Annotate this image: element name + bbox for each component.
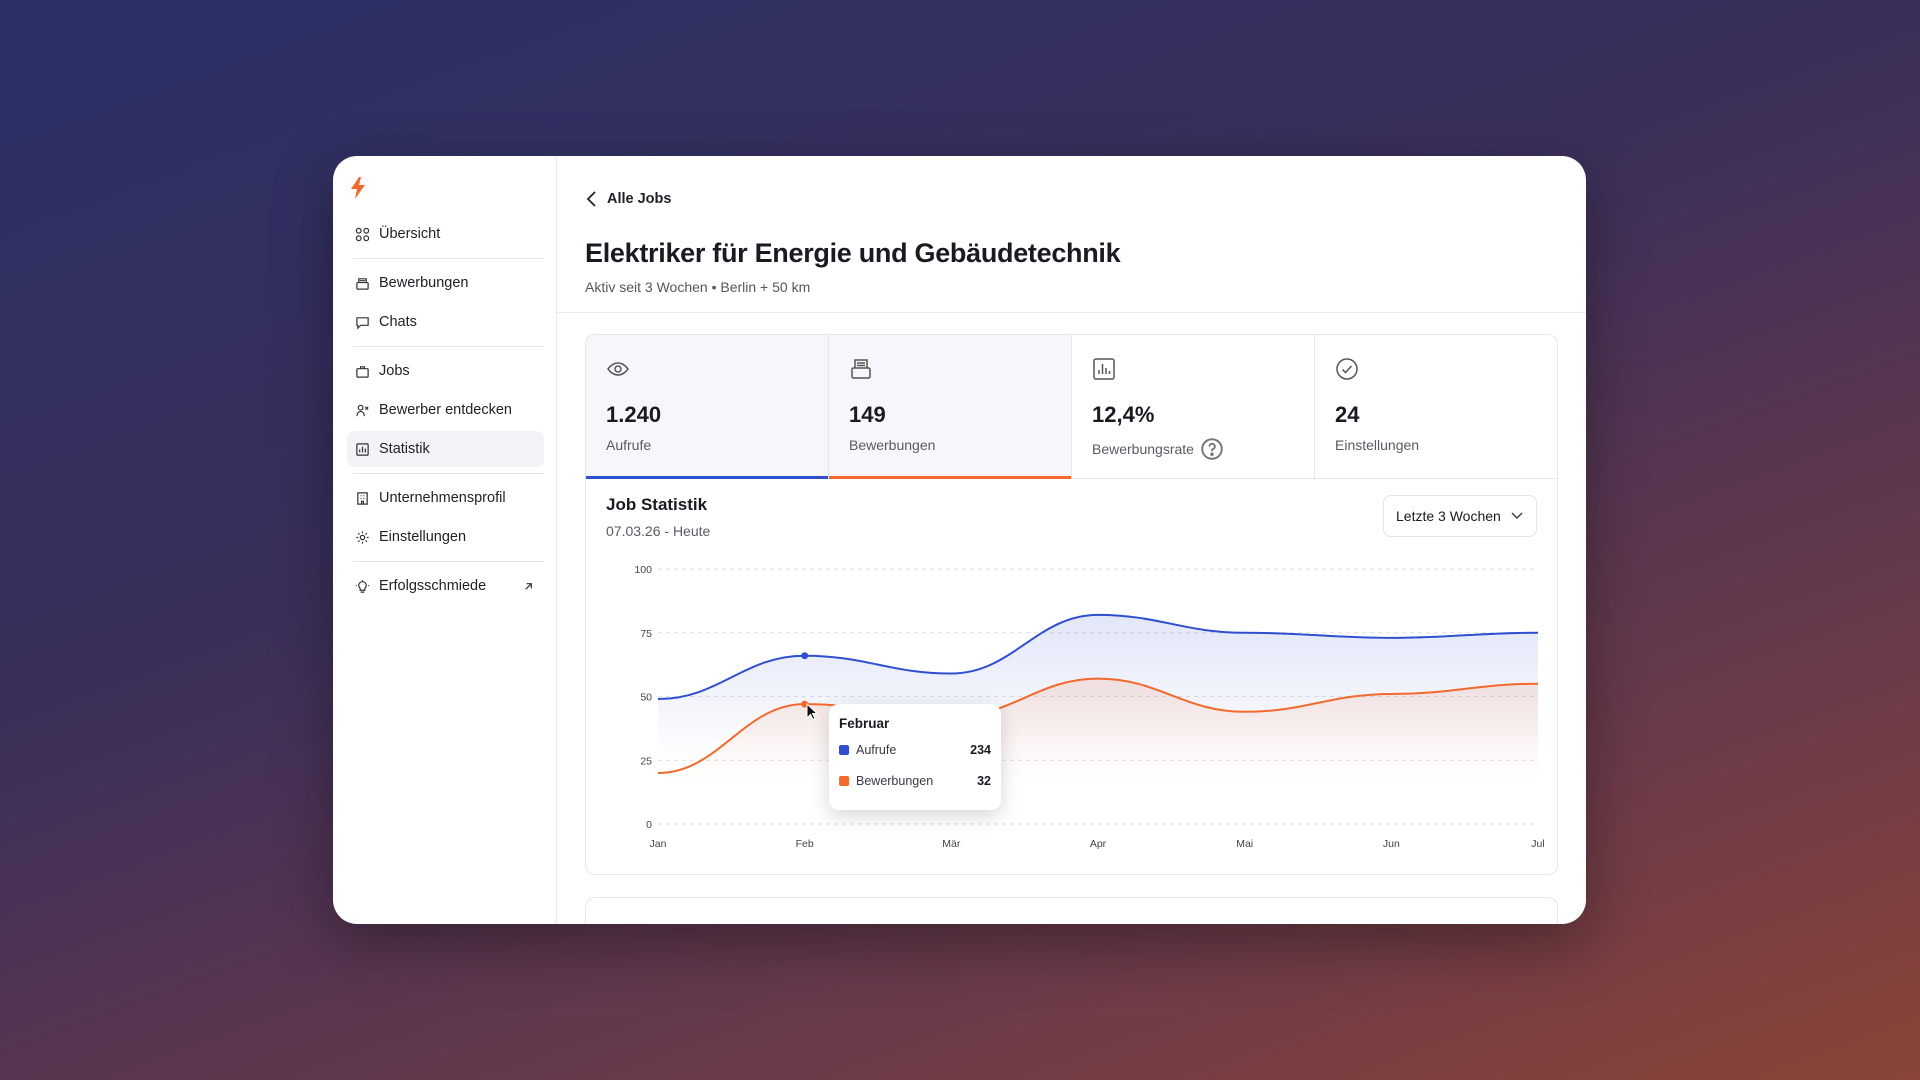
chart-header: Job Statistik 07.03.26 - Heute Letzte 3 …: [586, 479, 1557, 539]
briefcase-icon: [356, 365, 369, 378]
sidebar-item-jobs[interactable]: Jobs: [347, 353, 544, 389]
secondary-card: [585, 897, 1558, 924]
sidebar-item-chats[interactable]: Chats: [347, 304, 544, 340]
gear-icon: [356, 530, 369, 544]
sidebar-item-label: Erfolgsschmiede: [379, 578, 487, 594]
kpi-label: Aufrufe: [606, 437, 652, 453]
chat-icon: [356, 316, 369, 330]
kpi-label: Einstellungen: [1335, 437, 1420, 453]
y-tick-label: 100: [634, 564, 652, 576]
period-select-value: Letzte 3 Wochen: [1396, 508, 1501, 524]
hover-point-0: [801, 652, 809, 660]
y-tick-label: 50: [640, 692, 652, 704]
inbox-icon: [851, 359, 871, 379]
inbox-icon: [356, 277, 369, 290]
sidebar: Übersicht Bewerbungen Chats Jobs Bewerbe…: [333, 156, 557, 924]
kpi-value: 149: [849, 402, 886, 427]
tooltip-value: 234: [970, 743, 991, 757]
building-icon: [357, 491, 368, 505]
divider: [353, 561, 544, 562]
sidebar-item-bewerbungen[interactable]: Bewerbungen: [347, 265, 544, 301]
stats-card: 1.240 Aufrufe 149 Bewerbungen 12,4% Bewe…: [585, 334, 1558, 875]
divider: [353, 346, 544, 347]
y-tick-label: 0: [646, 819, 652, 831]
tooltip-label: Aufrufe: [856, 743, 897, 757]
line-chart[interactable]: 0 25 50 75 100 Jan Feb Mär Apr Mai Jun Jul: [586, 551, 1558, 871]
chevron-left-icon: [586, 191, 596, 207]
x-tick-label: Mär: [942, 838, 961, 850]
back-link[interactable]: Alle Jobs: [585, 190, 1558, 208]
chevron-down-icon: [1511, 512, 1523, 520]
chart-icon: [356, 442, 369, 456]
tooltip-row: Bewerbungen 32: [839, 774, 991, 788]
back-link-label: Alle Jobs: [607, 191, 672, 207]
grid-icon: [355, 227, 370, 241]
sidebar-item-label: Bewerber entdecken: [379, 402, 512, 418]
sidebar-item-einstellungen[interactable]: Einstellungen: [347, 519, 544, 555]
people-search-icon: [356, 404, 369, 416]
eye-icon: [607, 362, 629, 376]
sidebar-item-label: Übersicht: [379, 226, 441, 242]
page-subtitle: Aktiv seit 3 Wochen • Berlin + 50 km: [585, 279, 811, 295]
kpi-label: Bewerbungen: [849, 437, 936, 453]
legend-swatch: [839, 745, 849, 755]
kpi-label: Bewerbungsrate: [1092, 441, 1194, 457]
tooltip-row: Aufrufe 234: [839, 743, 991, 757]
bar-chart-icon: [1093, 358, 1115, 380]
x-tick-label: Mai: [1236, 838, 1253, 850]
lightbulb-icon: [355, 579, 370, 593]
x-tick-label: Apr: [1090, 838, 1107, 850]
kpi-value: 24: [1335, 402, 1360, 427]
sidebar-item-erfolgsschmiede[interactable]: Erfolgsschmiede: [347, 568, 544, 604]
tooltip-value: 32: [977, 774, 991, 788]
period-select[interactable]: Letzte 3 Wochen: [1383, 495, 1537, 537]
external-link-icon: [525, 582, 532, 590]
page-header: Alle Jobs Elektriker für Energie und Geb…: [557, 156, 1586, 313]
chart-title: Job Statistik: [606, 495, 708, 514]
sidebar-item-unternehmensprofil[interactable]: Unternehmensprofil: [347, 480, 544, 516]
main-content: Alle Jobs Elektriker für Energie und Geb…: [557, 156, 1586, 924]
divider: [353, 258, 544, 259]
kpi-value: 12,4%: [1092, 402, 1155, 427]
chart-date-range: 07.03.26 - Heute: [606, 523, 711, 539]
divider: [353, 473, 544, 474]
sidebar-item-label: Bewerbungen: [379, 275, 469, 291]
check-circle-icon: [1336, 358, 1358, 380]
tooltip-title: Februar: [839, 716, 890, 731]
x-tick-label: Jan: [650, 838, 667, 850]
sidebar-item-label: Statistik: [379, 441, 430, 457]
logo-icon[interactable]: [349, 176, 544, 204]
sidebar-item-label: Jobs: [379, 363, 410, 379]
x-tick-label: Feb: [796, 838, 814, 850]
chart-tooltip: Februar Aufrufe 234 Bewerbungen 32: [829, 704, 1001, 810]
legend-swatch: [839, 776, 849, 786]
y-tick-label: 75: [640, 628, 652, 640]
tooltip-label: Bewerbungen: [856, 774, 934, 788]
sidebar-item-statistik[interactable]: Statistik: [347, 431, 544, 467]
kpi-row: 1.240 Aufrufe 149 Bewerbungen 12,4% Bewe…: [586, 335, 1557, 479]
kpi-bewerbungsrate[interactable]: 12,4% Bewerbungsrate: [1072, 335, 1315, 478]
cursor-icon: [806, 703, 818, 721]
x-tick-label: Jul: [1531, 838, 1544, 850]
kpi-bewerbungen[interactable]: 149 Bewerbungen: [829, 335, 1072, 479]
hover-point-1: [801, 700, 809, 708]
sidebar-item-label: Chats: [379, 314, 417, 330]
y-tick-label: 25: [640, 755, 652, 767]
sidebar-item-label: Einstellungen: [379, 529, 467, 545]
kpi-active-indicator: [586, 476, 828, 479]
kpi-aufrufe[interactable]: 1.240 Aufrufe: [586, 335, 829, 479]
sidebar-item-bewerber-entdecken[interactable]: Bewerber entdecken: [347, 392, 544, 428]
kpi-active-indicator: [829, 476, 1071, 479]
sidebar-item-uebersicht[interactable]: Übersicht: [347, 216, 544, 252]
kpi-einstellungen[interactable]: 24 Einstellungen: [1315, 335, 1557, 478]
help-icon[interactable]: [1200, 437, 1224, 461]
page-title: Elektriker für Energie und Gebäudetechni…: [585, 238, 1121, 268]
x-tick-label: Jun: [1383, 838, 1400, 850]
kpi-value: 1.240: [606, 402, 662, 427]
sidebar-item-label: Unternehmensprofil: [379, 490, 506, 506]
